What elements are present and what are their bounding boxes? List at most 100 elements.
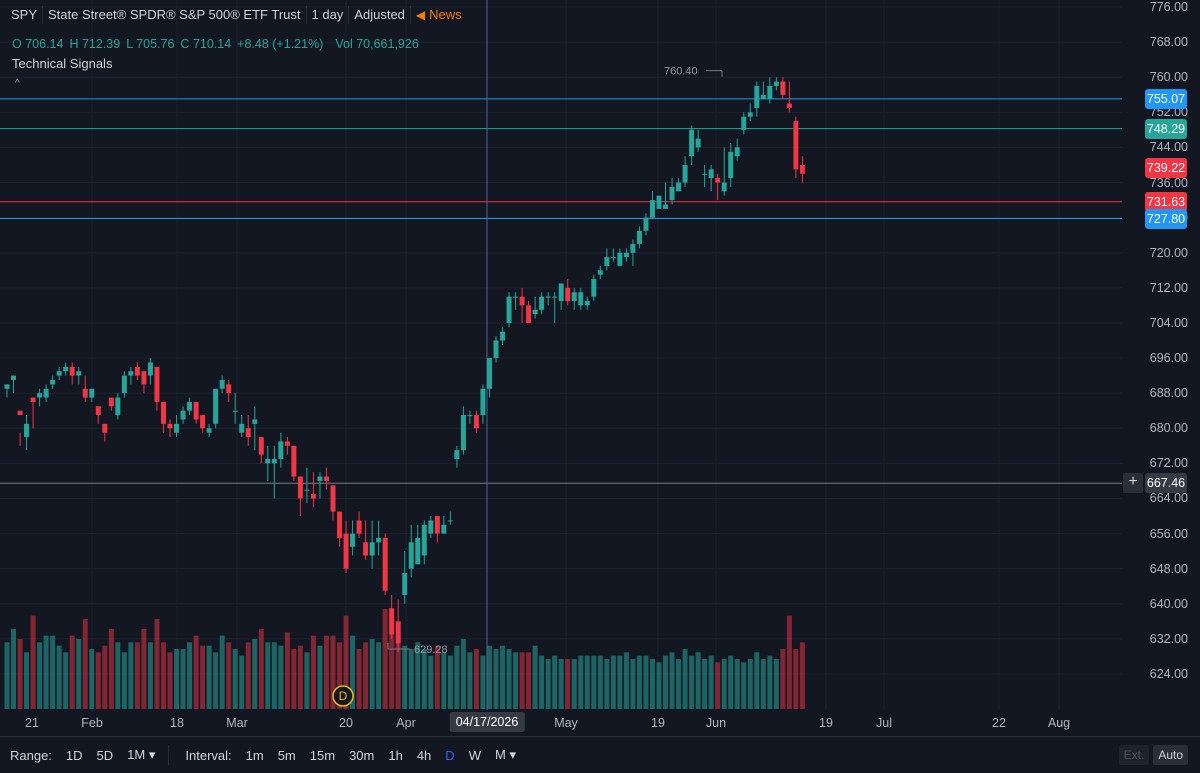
- volume-bar: [741, 662, 747, 709]
- range-label: Range:: [10, 747, 52, 763]
- candle-body: [278, 441, 284, 459]
- volume-bar: [389, 615, 395, 709]
- volume-bar: [343, 615, 349, 709]
- volume-bar: [695, 652, 701, 709]
- volume-bar: [17, 639, 23, 709]
- interval-30m-button[interactable]: 30m: [349, 747, 375, 763]
- volume-bar: [663, 655, 669, 709]
- candle-body: [69, 366, 75, 376]
- interval-1m-button[interactable]: 1m: [245, 747, 264, 763]
- symbol-name: State Street® SPDR® S&P 500® ETF Trust: [48, 7, 301, 22]
- volume-bar: [376, 642, 382, 709]
- candle-body: [102, 423, 108, 433]
- price-tag: 731.63: [1145, 191, 1187, 212]
- add-alert-button[interactable]: +: [1123, 473, 1143, 494]
- candle-body: [493, 340, 499, 359]
- candle-body: [793, 121, 799, 170]
- candle-body: [649, 200, 655, 218]
- volume-bar: [323, 635, 329, 709]
- price-axis[interactable]: 776.00768.00760.00752.00744.00736.00728.…: [1122, 0, 1200, 710]
- candle-body: [636, 230, 642, 244]
- collapse-icon[interactable]: ^: [15, 78, 20, 89]
- symbol-ticker[interactable]: SPY: [11, 7, 38, 22]
- candle-body: [134, 366, 140, 376]
- candle-body: [441, 524, 447, 534]
- candle-body: [187, 401, 193, 411]
- candle-body: [291, 445, 297, 477]
- volume-bar: [213, 652, 219, 709]
- volume-bar: [278, 645, 284, 709]
- candle-body: [121, 375, 127, 394]
- auto-scale-toggle[interactable]: Auto: [1153, 745, 1188, 765]
- price-tick: 720.00: [1149, 245, 1188, 260]
- candlestick-chart[interactable]: 760.40 629.28 D: [0, 0, 1122, 710]
- candle-body: [89, 388, 95, 398]
- interval-m-button[interactable]: M ▾: [494, 747, 516, 762]
- candle-body: [43, 388, 49, 398]
- range-5d-button[interactable]: 5D: [96, 747, 114, 763]
- volume-bar: [441, 652, 447, 709]
- volume-bar: [773, 659, 779, 709]
- candle-body: [154, 366, 160, 402]
- interval-w-button[interactable]: W: [468, 747, 481, 763]
- interval-4h-button[interactable]: 4h: [416, 747, 432, 763]
- news-label: News: [429, 7, 462, 22]
- interval-15m-button[interactable]: 15m: [309, 747, 336, 763]
- volume-bar: [82, 619, 88, 709]
- candle-body: [297, 476, 303, 499]
- volume-bar: [682, 649, 688, 709]
- interval-button[interactable]: 1 day: [311, 7, 344, 22]
- indicator-label[interactable]: Technical Signals: [12, 56, 113, 71]
- price-tag: 667.46: [1145, 473, 1187, 494]
- candle-body: [160, 401, 166, 424]
- volume-bar: [50, 635, 56, 709]
- volume-bar: [578, 655, 584, 709]
- range-1m-button[interactable]: 1M ▾: [127, 747, 156, 762]
- volume-bar: [643, 655, 649, 709]
- candle-body: [356, 520, 362, 534]
- time-axis[interactable]: 21 Feb 18 Mar 20 Apr May 19 Jun 19 Jul 22 Aug 04/17/2…: [0, 710, 1122, 736]
- candle-body: [663, 204, 669, 209]
- volume-bar: [408, 649, 414, 709]
- volume-bar: [532, 645, 538, 709]
- volume-bar: [584, 655, 590, 709]
- chart-area[interactable]: 760.40 629.28 D: [0, 0, 1122, 710]
- interval-1h-button[interactable]: 1h: [388, 747, 403, 763]
- volume-bar: [597, 655, 603, 709]
- interval-5m-button[interactable]: 5m: [277, 747, 296, 763]
- candle-body: [754, 85, 760, 108]
- low-annotation-label: 629.28: [414, 644, 448, 656]
- volume-bar: [232, 649, 238, 709]
- high-annotation-label: 760.40: [664, 66, 698, 78]
- candle-body: [565, 287, 571, 302]
- time-tick: Mar: [226, 716, 248, 730]
- volume-bar: [284, 632, 290, 709]
- volume-bar: [623, 652, 629, 709]
- interval-d-button[interactable]: D: [445, 747, 455, 763]
- candle-body: [284, 441, 290, 446]
- volume-bar: [30, 615, 36, 709]
- volume-bar: [467, 652, 473, 709]
- adjustment-button[interactable]: Adjusted: [354, 7, 405, 22]
- candle-body: [408, 542, 414, 569]
- price-tick: 688.00: [1149, 386, 1188, 401]
- news-button[interactable]: ◀ News: [411, 4, 467, 25]
- chevron-down-icon: ▾: [148, 747, 156, 762]
- volume-bar: [37, 642, 43, 709]
- price-tick: 768.00: [1149, 35, 1188, 50]
- volume-bar: [689, 655, 695, 709]
- candle-body: [480, 388, 486, 416]
- extended-hours-toggle[interactable]: Ext.: [1118, 745, 1150, 765]
- volume-bar: [63, 652, 69, 709]
- volume-bar: [767, 655, 773, 709]
- candle-body: [226, 384, 232, 394]
- volume-bar: [187, 642, 193, 709]
- volume-bar: [721, 659, 727, 709]
- candle-body: [265, 458, 271, 464]
- price-tick: 736.00: [1149, 175, 1188, 190]
- dividend-marker-icon[interactable]: [332, 685, 354, 707]
- candle-body: [454, 450, 460, 459]
- candle-body: [526, 305, 532, 323]
- range-1d-button[interactable]: 1D: [65, 747, 83, 763]
- candle-body: [232, 410, 238, 412]
